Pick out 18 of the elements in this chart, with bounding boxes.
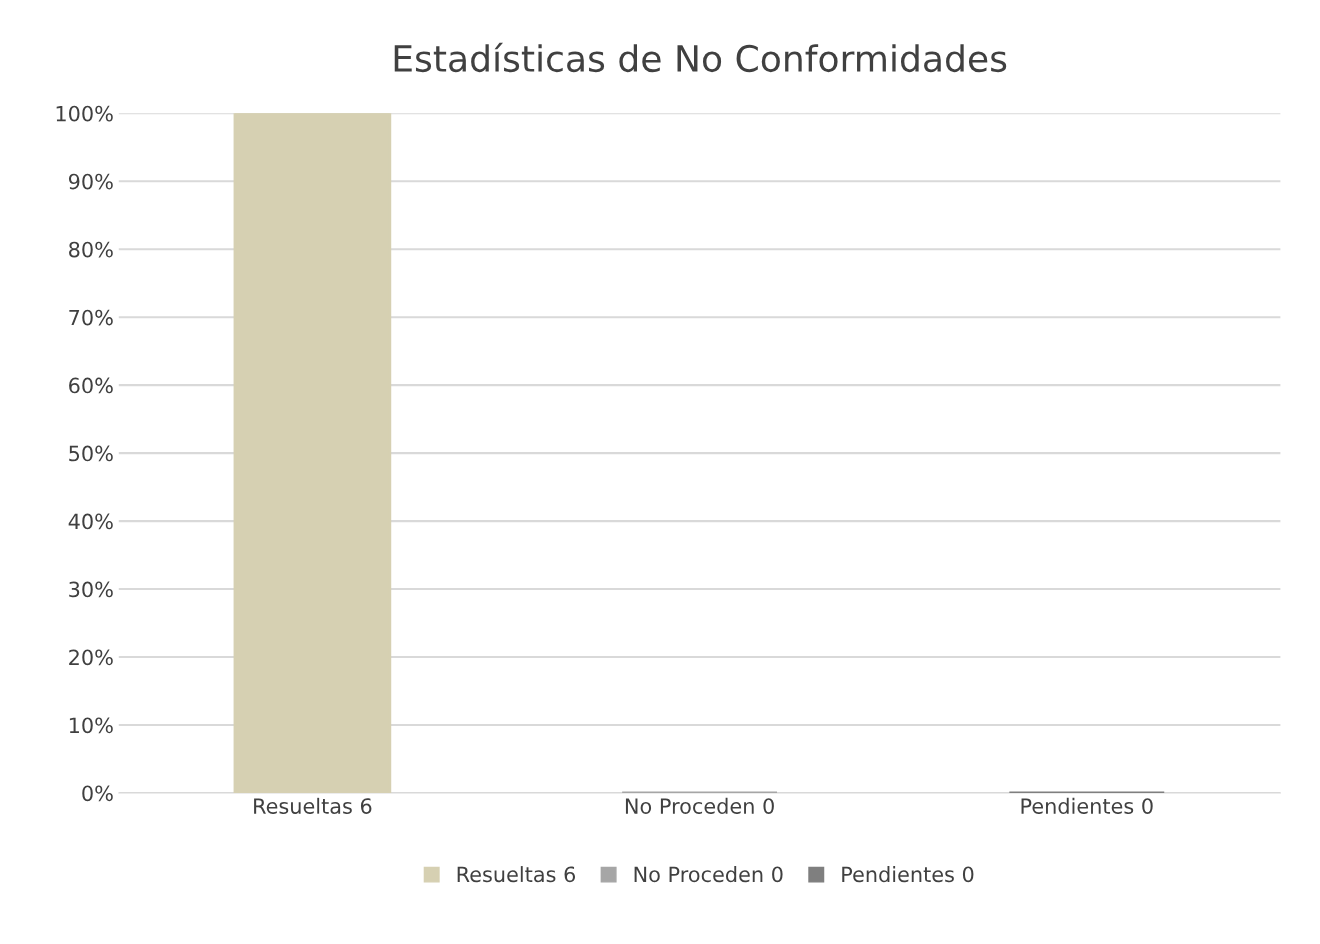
- y-tick-label: 80%: [69, 241, 113, 258]
- y-tick-label: 20%: [69, 649, 113, 666]
- y-tick-label: 90%: [68, 173, 113, 190]
- y-tick-label: 40%: [68, 513, 113, 530]
- y-tick-label: 0%: [82, 785, 113, 802]
- y-tick-label: 50%: [69, 445, 113, 462]
- y-tick-label: 100%: [56, 105, 113, 122]
- legend-label: No Proceden 0: [634, 866, 783, 883]
- legend-label: Resueltas 6: [457, 866, 576, 883]
- x-tick-label: No Proceden 0: [625, 797, 774, 814]
- x-tick-label: Pendientes 0: [1021, 797, 1153, 814]
- y-tick-label: 60%: [69, 377, 113, 394]
- y-tick-label: 70%: [69, 309, 113, 326]
- chart-title: Estadísticas de No Conformidades: [394, 42, 1007, 73]
- x-tick-label: Resueltas 6: [254, 797, 372, 814]
- legend-label: Pendientes 0: [842, 866, 974, 883]
- y-tick-label: 10%: [69, 717, 113, 734]
- y-tick-label: 30%: [69, 581, 113, 598]
